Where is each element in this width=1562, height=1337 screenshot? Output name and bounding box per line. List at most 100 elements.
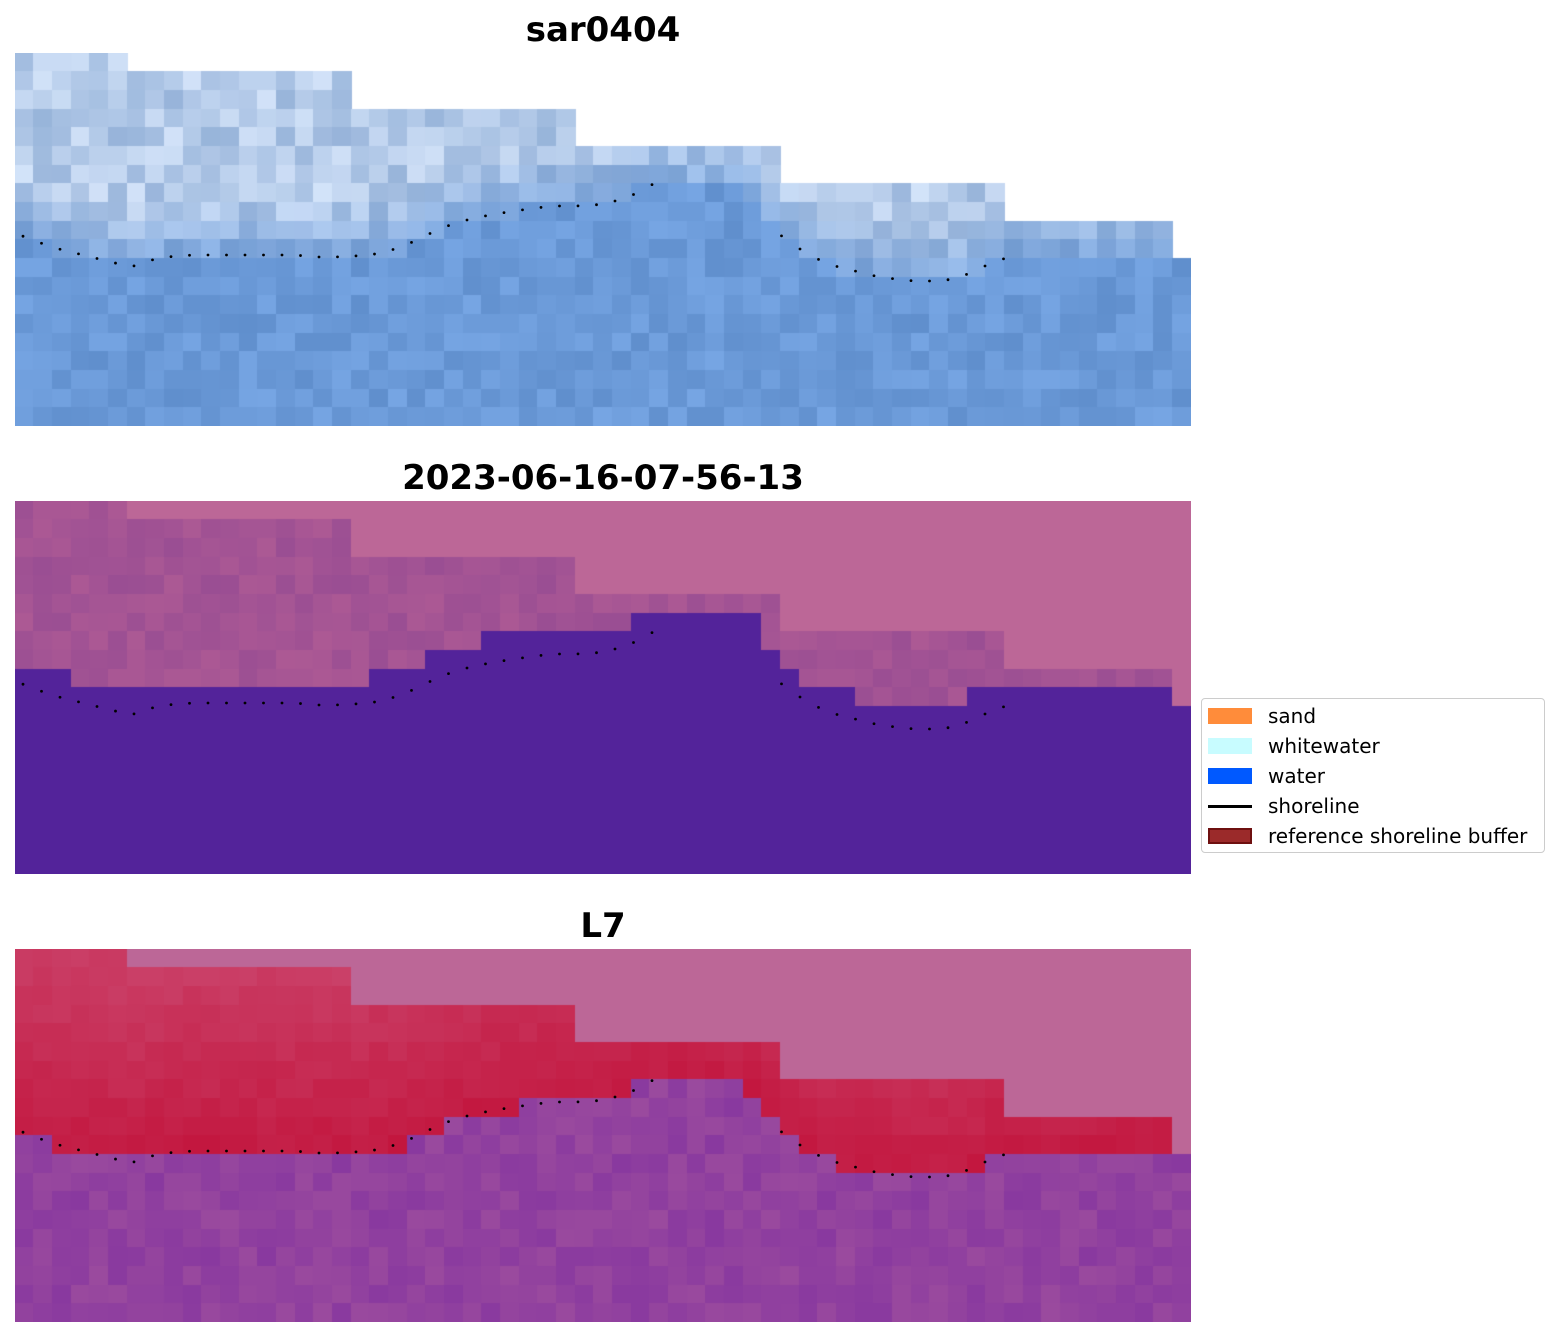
shoreline-point: [928, 1175, 931, 1179]
panel-title-date: 2023-06-16-07-56-13: [402, 458, 804, 498]
shoreline-point: [909, 279, 913, 282]
shoreline-point: [835, 265, 839, 268]
shoreline-point: [262, 1149, 265, 1153]
legend-item-sand: sand: [1208, 704, 1317, 728]
shoreline-point: [21, 234, 25, 238]
shoreline-point: [188, 701, 191, 705]
shoreline-point: [188, 1149, 191, 1153]
shoreline-point: [465, 666, 469, 670]
shoreline-point: [114, 709, 117, 713]
legend-label: sand: [1268, 704, 1317, 728]
shoreline-overlay: [21, 1079, 1005, 1179]
shoreline-point: [354, 1150, 358, 1154]
shoreline-point: [373, 1148, 376, 1152]
shoreline-point: [891, 725, 894, 729]
shoreline-point: [58, 1143, 62, 1147]
shoreline-point: [169, 1151, 173, 1154]
shoreline-point: [854, 717, 857, 721]
shoreline-point: [262, 253, 265, 257]
shoreline-point: [1002, 257, 1005, 261]
shoreline-point: [151, 258, 154, 262]
shoreline-point: [946, 726, 950, 730]
shoreline-point: [151, 706, 154, 710]
shoreline-point: [40, 1137, 43, 1141]
shoreline-point: [373, 700, 376, 704]
legend-item-water: water: [1208, 764, 1325, 788]
shoreline-point: [169, 703, 173, 706]
shoreline-point: [169, 255, 173, 258]
shoreline-point: [336, 703, 339, 707]
shoreline-point: [484, 1110, 487, 1114]
shoreline-point: [798, 1143, 802, 1147]
shoreline-point: [225, 1149, 228, 1153]
shoreline-point: [206, 253, 210, 257]
shoreline-point: [114, 1157, 117, 1161]
legend-label: whitewater: [1268, 734, 1380, 758]
shoreline-point: [558, 204, 561, 208]
shoreline-point: [428, 232, 432, 235]
shoreline-point: [983, 712, 987, 716]
shoreline-point: [280, 701, 284, 705]
shoreline-point: [317, 255, 321, 259]
shoreline-point: [798, 695, 802, 699]
shoreline-point: [58, 695, 62, 699]
shoreline-point: [317, 1151, 321, 1155]
shoreline-point: [447, 1120, 450, 1123]
shoreline-point: [40, 241, 43, 245]
shoreline-point: [965, 1169, 968, 1172]
shoreline-point: [558, 652, 561, 656]
shoreline-point: [132, 264, 136, 268]
panel-title-sar: sar0404: [525, 10, 681, 50]
shoreline-point: [632, 1089, 635, 1092]
shoreline-point: [817, 1154, 820, 1157]
probability-panel: [15, 949, 1191, 1322]
shoreline-point: [391, 248, 395, 251]
shoreline-point: [595, 651, 598, 655]
shoreline-point: [354, 702, 358, 706]
shoreline-point: [243, 701, 247, 705]
water-swatch: [1208, 768, 1252, 784]
shoreline-point: [299, 254, 302, 257]
shoreline-point: [613, 199, 617, 203]
shoreline-point: [77, 252, 80, 256]
shoreline-point: [872, 722, 876, 726]
shoreline-point: [502, 1107, 506, 1111]
shoreline-point: [928, 727, 931, 731]
shoreline-overlay: [21, 183, 1005, 283]
shoreline-point: [373, 252, 376, 256]
shoreline-point: [428, 680, 432, 683]
shoreline-point: [410, 689, 413, 692]
shoreline-point: [780, 682, 783, 686]
probability-image: [15, 949, 1191, 1322]
shoreline-point: [539, 654, 543, 657]
shoreline-point: [410, 1137, 413, 1140]
shoreline-point: [521, 656, 524, 660]
shoreline-point: [280, 1149, 284, 1153]
shoreline-point: [502, 211, 506, 215]
shoreline-point: [817, 706, 820, 709]
shoreline-point: [632, 193, 635, 196]
shoreline-point: [595, 1099, 598, 1103]
shoreline-point: [1002, 1153, 1005, 1157]
shoreline-point: [428, 1128, 432, 1131]
shoreline-point: [558, 1100, 561, 1104]
buffer-swatch: [1208, 828, 1252, 844]
sar-image: [15, 53, 1191, 426]
shoreline-point: [632, 641, 635, 644]
shoreline-point: [132, 1160, 136, 1164]
shoreline-point: [872, 274, 876, 278]
shoreline-point: [650, 631, 654, 635]
legend-label: shoreline: [1268, 794, 1360, 818]
shoreline-point: [95, 257, 99, 260]
shoreline-point: [132, 712, 136, 716]
shoreline-point: [391, 696, 395, 699]
shoreline-point: [798, 247, 802, 251]
shoreline-point: [465, 218, 469, 222]
shoreline-point: [965, 721, 968, 724]
shoreline-point: [354, 254, 358, 258]
sand-swatch: [1208, 708, 1252, 724]
shoreline-point: [780, 1130, 783, 1134]
shoreline-point: [539, 206, 543, 209]
shoreline-point: [95, 705, 99, 708]
shoreline-point: [77, 700, 80, 704]
